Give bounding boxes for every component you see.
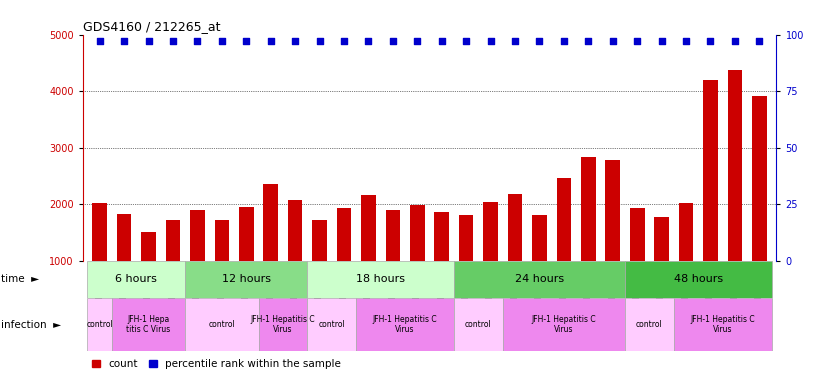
Bar bbox=[112, 298, 185, 351]
Bar bbox=[185, 298, 259, 351]
Bar bbox=[532, 215, 547, 318]
Bar bbox=[307, 261, 454, 298]
Bar bbox=[557, 178, 572, 318]
Bar bbox=[508, 194, 522, 318]
Point bbox=[533, 38, 546, 45]
Bar bbox=[483, 202, 498, 318]
Bar bbox=[752, 96, 767, 318]
Legend: count, percentile rank within the sample: count, percentile rank within the sample bbox=[88, 355, 345, 374]
Bar bbox=[116, 214, 131, 318]
Point bbox=[387, 38, 400, 45]
Point bbox=[142, 38, 155, 45]
Bar bbox=[337, 208, 351, 318]
Bar bbox=[625, 298, 674, 351]
Bar bbox=[410, 205, 425, 318]
Text: control: control bbox=[318, 320, 345, 329]
Bar bbox=[454, 261, 625, 298]
Bar bbox=[215, 220, 229, 318]
Text: control: control bbox=[636, 320, 662, 329]
Point bbox=[484, 38, 497, 45]
Bar bbox=[185, 261, 307, 298]
Bar bbox=[503, 298, 625, 351]
Point bbox=[166, 38, 179, 45]
Bar bbox=[605, 160, 620, 318]
Text: JFH-1 Hepatitis C
Virus: JFH-1 Hepatitis C Virus bbox=[691, 315, 755, 334]
Point bbox=[582, 38, 595, 45]
Bar bbox=[259, 298, 307, 351]
Bar bbox=[679, 203, 693, 318]
Text: JFH-1 Hepatitis C
Virus: JFH-1 Hepatitis C Virus bbox=[250, 315, 316, 334]
Text: 12 hours: 12 hours bbox=[222, 274, 271, 285]
Bar bbox=[654, 217, 669, 318]
Bar bbox=[434, 212, 449, 318]
Point bbox=[117, 38, 131, 45]
Bar bbox=[166, 220, 180, 318]
Text: control: control bbox=[465, 320, 491, 329]
Point bbox=[362, 38, 375, 45]
Bar bbox=[703, 80, 718, 318]
Point bbox=[509, 38, 522, 45]
Bar bbox=[93, 203, 107, 318]
Bar bbox=[190, 210, 205, 318]
Text: infection  ►: infection ► bbox=[1, 319, 61, 329]
Point bbox=[630, 38, 643, 45]
Bar bbox=[356, 298, 454, 351]
Bar bbox=[458, 215, 473, 318]
Bar bbox=[674, 298, 771, 351]
Point bbox=[288, 38, 301, 45]
Bar bbox=[630, 208, 644, 318]
Point bbox=[704, 38, 717, 45]
Point bbox=[240, 38, 253, 45]
Text: 18 hours: 18 hours bbox=[356, 274, 406, 285]
Point bbox=[216, 38, 229, 45]
Point bbox=[680, 38, 693, 45]
Bar bbox=[386, 210, 401, 318]
Bar bbox=[287, 200, 302, 318]
Point bbox=[606, 38, 620, 45]
Bar bbox=[581, 157, 596, 318]
Point bbox=[93, 38, 107, 45]
Point bbox=[264, 38, 278, 45]
Point bbox=[655, 38, 668, 45]
Bar bbox=[312, 220, 327, 318]
Text: control: control bbox=[208, 320, 235, 329]
Point bbox=[729, 38, 742, 45]
Point bbox=[337, 38, 350, 45]
Text: JFH-1 Hepa
titis C Virus: JFH-1 Hepa titis C Virus bbox=[126, 315, 171, 334]
Bar bbox=[454, 298, 503, 351]
Text: JFH-1 Hepatitis C
Virus: JFH-1 Hepatitis C Virus bbox=[373, 315, 438, 334]
Point bbox=[313, 38, 326, 45]
Bar bbox=[307, 298, 356, 351]
Text: GDS4160 / 212265_at: GDS4160 / 212265_at bbox=[83, 20, 220, 33]
Point bbox=[752, 38, 766, 45]
Text: 24 hours: 24 hours bbox=[515, 274, 564, 285]
Text: 6 hours: 6 hours bbox=[116, 274, 157, 285]
Text: JFH-1 Hepatitis C
Virus: JFH-1 Hepatitis C Virus bbox=[532, 315, 596, 334]
Bar bbox=[88, 298, 112, 351]
Text: time  ►: time ► bbox=[1, 274, 39, 285]
Bar bbox=[141, 232, 156, 318]
Point bbox=[191, 38, 204, 45]
Bar bbox=[239, 207, 254, 318]
Text: control: control bbox=[87, 320, 113, 329]
Point bbox=[558, 38, 571, 45]
Point bbox=[435, 38, 449, 45]
Text: 48 hours: 48 hours bbox=[674, 274, 723, 285]
Bar bbox=[263, 184, 278, 318]
Point bbox=[411, 38, 424, 45]
Bar bbox=[361, 195, 376, 318]
Bar bbox=[88, 261, 185, 298]
Bar bbox=[728, 70, 743, 318]
Point bbox=[459, 38, 472, 45]
Bar bbox=[625, 261, 771, 298]
